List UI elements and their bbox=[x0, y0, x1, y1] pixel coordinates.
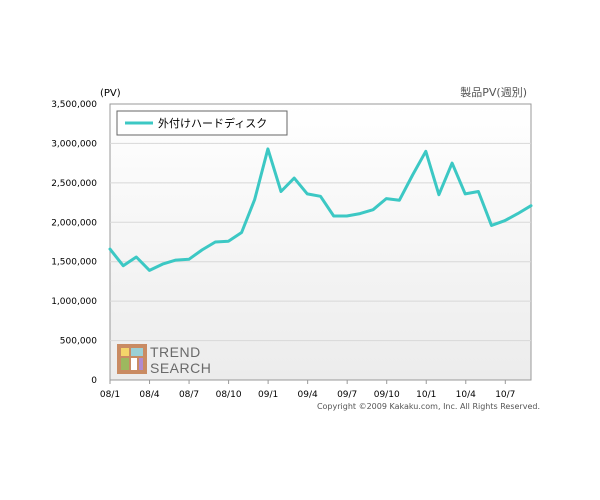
x-tick-label: 08/4 bbox=[139, 390, 159, 400]
y-tick-label: 2,000,000 bbox=[51, 218, 97, 228]
legend-label: 外付けハードディスク bbox=[158, 116, 267, 130]
y-axis-unit-label: (PV) bbox=[100, 88, 121, 99]
series-line-external-hdd bbox=[108, 147, 533, 272]
y-tick-label: 0 bbox=[91, 376, 97, 386]
x-tick-label: 09/1 bbox=[258, 390, 278, 400]
x-tick-label: 10/1 bbox=[416, 390, 436, 400]
logo-text-line1: TREND bbox=[150, 344, 201, 360]
x-tick-label: 09/10 bbox=[374, 390, 400, 400]
trend-search-logo: TREND SEARCH bbox=[117, 344, 211, 376]
y-axis-ticks: 3,500,000 3,000,000 2,500,000 2,000,000 1,50… bbox=[51, 100, 97, 386]
x-axis-ticks: 08/1 08/4 08/7 08/10 09/1 09/4 09/7 09/10 10/1 10… bbox=[100, 380, 515, 400]
y-tick-label: 2,500,000 bbox=[51, 179, 97, 189]
x-tick-label: 09/4 bbox=[298, 390, 318, 400]
gridlines bbox=[110, 142, 531, 342]
plot-area bbox=[109, 103, 532, 381]
y-tick-label: 1,000,000 bbox=[51, 297, 97, 307]
x-tick-label: 08/1 bbox=[100, 390, 120, 400]
x-tick-label: 10/4 bbox=[456, 390, 476, 400]
y-tick-label: 3,000,000 bbox=[51, 139, 97, 149]
x-tick-label: 08/7 bbox=[179, 390, 199, 400]
metric-label: 製品PV(週別) bbox=[460, 85, 527, 99]
y-tick-label: 3,500,000 bbox=[51, 100, 97, 110]
x-tick-label: 10/7 bbox=[495, 390, 515, 400]
copyright-notice: Copyright ©2009 Kakaku.com, Inc. All Rig… bbox=[317, 402, 540, 411]
y-tick-label: 1,500,000 bbox=[51, 258, 97, 268]
y-tick-label: 500,000 bbox=[60, 337, 97, 347]
x-tick-label: 09/7 bbox=[337, 390, 357, 400]
legend: 外付けハードディスク bbox=[116, 110, 288, 136]
logo-text-line2: SEARCH bbox=[150, 360, 211, 376]
x-tick-label: 08/10 bbox=[216, 390, 242, 400]
